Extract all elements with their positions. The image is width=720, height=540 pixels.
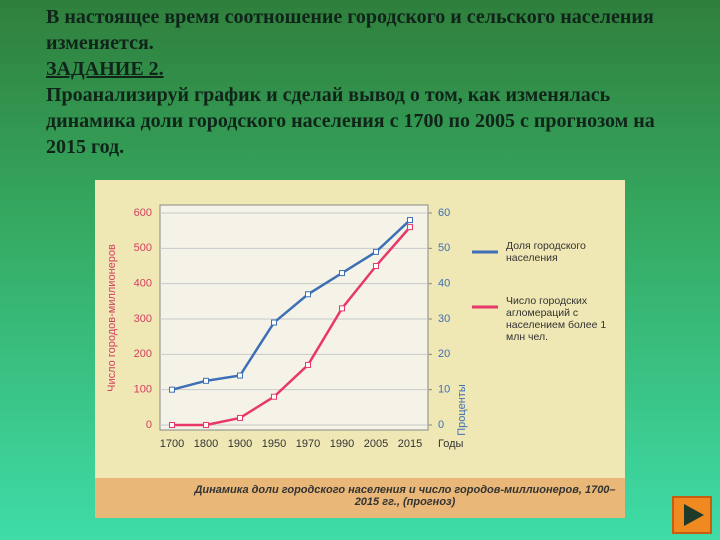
y2-tick-label: 60: [438, 207, 450, 219]
legend-entry-box: Число городских агломераций с населением…: [506, 295, 607, 343]
legend-entry: Число городских агломераций с населением…: [506, 295, 607, 343]
point: [407, 224, 413, 231]
y-tick-label: 300: [134, 313, 152, 325]
y2-axis-label: Проценты: [456, 384, 468, 436]
y2-tick-label: 50: [438, 242, 450, 254]
task-text: Проанализируй график и сделай вывод о то…: [46, 84, 655, 158]
y-tick-label: 200: [134, 348, 152, 360]
x-tick-label: 1990: [330, 438, 354, 450]
y-axis-label: Число городов-миллионеров: [106, 244, 118, 392]
x-tick-label: 1800: [194, 438, 218, 450]
point: [271, 393, 277, 400]
series-line: [171, 219, 411, 391]
y-tick-label: 100: [134, 384, 152, 396]
point: [271, 319, 277, 326]
y2-tick-label: 40: [438, 278, 450, 290]
legend-entry-box: Доля городского населения: [506, 240, 586, 264]
x-tick-label: 1900: [228, 438, 252, 450]
next-button[interactable]: [672, 496, 712, 534]
caption-box: Динамика доли городского населения и чис…: [194, 484, 616, 508]
point: [237, 372, 243, 379]
caption-band: [95, 478, 625, 518]
slide-text: В настоящее время соотношение городского…: [46, 4, 686, 160]
legend-entry: Доля городского населения: [506, 240, 586, 264]
y-tick-label: 0: [146, 419, 152, 431]
x-tick-label: 2005: [364, 438, 388, 450]
y2-tick-label: 10: [438, 384, 450, 396]
plot-area: [159, 204, 429, 431]
point: [169, 422, 175, 428]
point: [305, 361, 311, 368]
point: [203, 377, 209, 384]
x-tick-label: 1970: [296, 438, 320, 450]
y-tick-label: 500: [134, 242, 152, 254]
y-tick-label: 600: [134, 207, 152, 219]
point: [373, 263, 379, 269]
y2-tick-label: 30: [438, 313, 450, 325]
y2-tick-label: 20: [438, 348, 450, 360]
point: [237, 414, 243, 421]
point: [203, 422, 209, 428]
x-axis-label: Годы: [438, 438, 464, 450]
x-tick-label: 2015: [398, 438, 422, 450]
point: [169, 386, 175, 393]
series-line: [172, 226, 411, 427]
next-icon: [684, 504, 704, 526]
task-title: ЗАДАНИЕ 2.: [46, 58, 164, 80]
y2-tick-label: 0: [438, 419, 444, 431]
point: [339, 305, 345, 312]
point: [339, 270, 345, 277]
x-tick-label: 1950: [262, 438, 286, 450]
point: [373, 248, 379, 255]
x-tick-label: 1700: [160, 438, 184, 450]
point: [407, 217, 413, 224]
point: [305, 291, 311, 298]
intro: В настоящее время соотношение городского…: [46, 6, 654, 54]
caption: Динамика доли городского населения и чис…: [194, 484, 616, 508]
y-tick-label: 400: [134, 278, 152, 290]
